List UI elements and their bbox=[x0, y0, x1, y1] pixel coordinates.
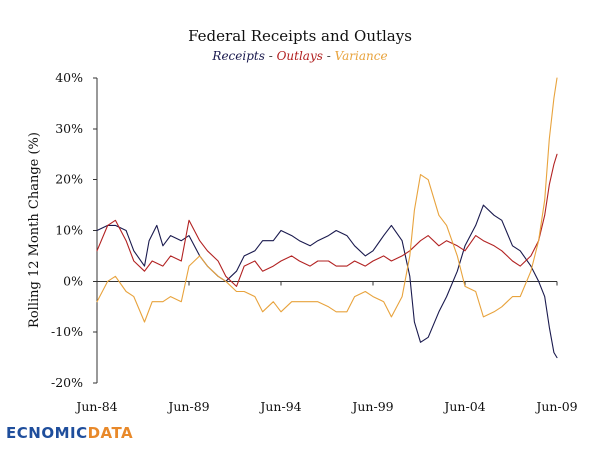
subtitle-separator: - bbox=[265, 49, 277, 63]
y-tick-label: -10% bbox=[51, 324, 83, 339]
y-axis-label: Rolling 12 Month Change (%) bbox=[27, 132, 42, 328]
logo-part-data: DATA bbox=[87, 424, 134, 442]
y-tick-label: 0% bbox=[63, 273, 83, 288]
x-tick-label: Jun-94 bbox=[258, 399, 301, 414]
subtitle-outlays: Outlays bbox=[277, 49, 323, 63]
y-tick-label: 10% bbox=[55, 223, 83, 238]
chart-subtitle: Receipts - Outlays - Variance bbox=[211, 49, 387, 63]
logo-part-nomic: NOMIC bbox=[28, 424, 88, 442]
subtitle-separator: - bbox=[323, 49, 335, 63]
axes bbox=[96, 78, 557, 383]
y-tick-label: 40% bbox=[55, 70, 83, 85]
series-line-receipts bbox=[96, 204, 558, 359]
logo-part-ec: EC bbox=[6, 424, 29, 442]
x-tick-label: Jun-09 bbox=[534, 399, 577, 414]
x-tick-label: Jun-99 bbox=[350, 399, 393, 414]
series-lines bbox=[96, 77, 558, 359]
x-tick-label: Jun-84 bbox=[74, 399, 117, 414]
y-tick-label: -20% bbox=[51, 375, 83, 390]
x-tick-label: Jun-04 bbox=[442, 399, 485, 414]
x-tick-label: Jun-89 bbox=[166, 399, 209, 414]
chart-title: Federal Receipts and Outlays bbox=[188, 27, 412, 45]
series-line-outlays bbox=[96, 153, 558, 287]
economicdata-logo: ECNOMICDATA bbox=[6, 424, 133, 442]
series-line-variance bbox=[96, 77, 558, 323]
tick-marks: -20% -10% 0% 10% 20% 30% 40% Jun-84 Jun-89 Jun-94… bbox=[51, 70, 578, 414]
subtitle-receipts: Receipts bbox=[211, 49, 264, 63]
subtitle-variance: Variance bbox=[335, 49, 388, 63]
y-tick-label: 20% bbox=[55, 172, 83, 187]
y-tick-label: 30% bbox=[55, 121, 83, 136]
